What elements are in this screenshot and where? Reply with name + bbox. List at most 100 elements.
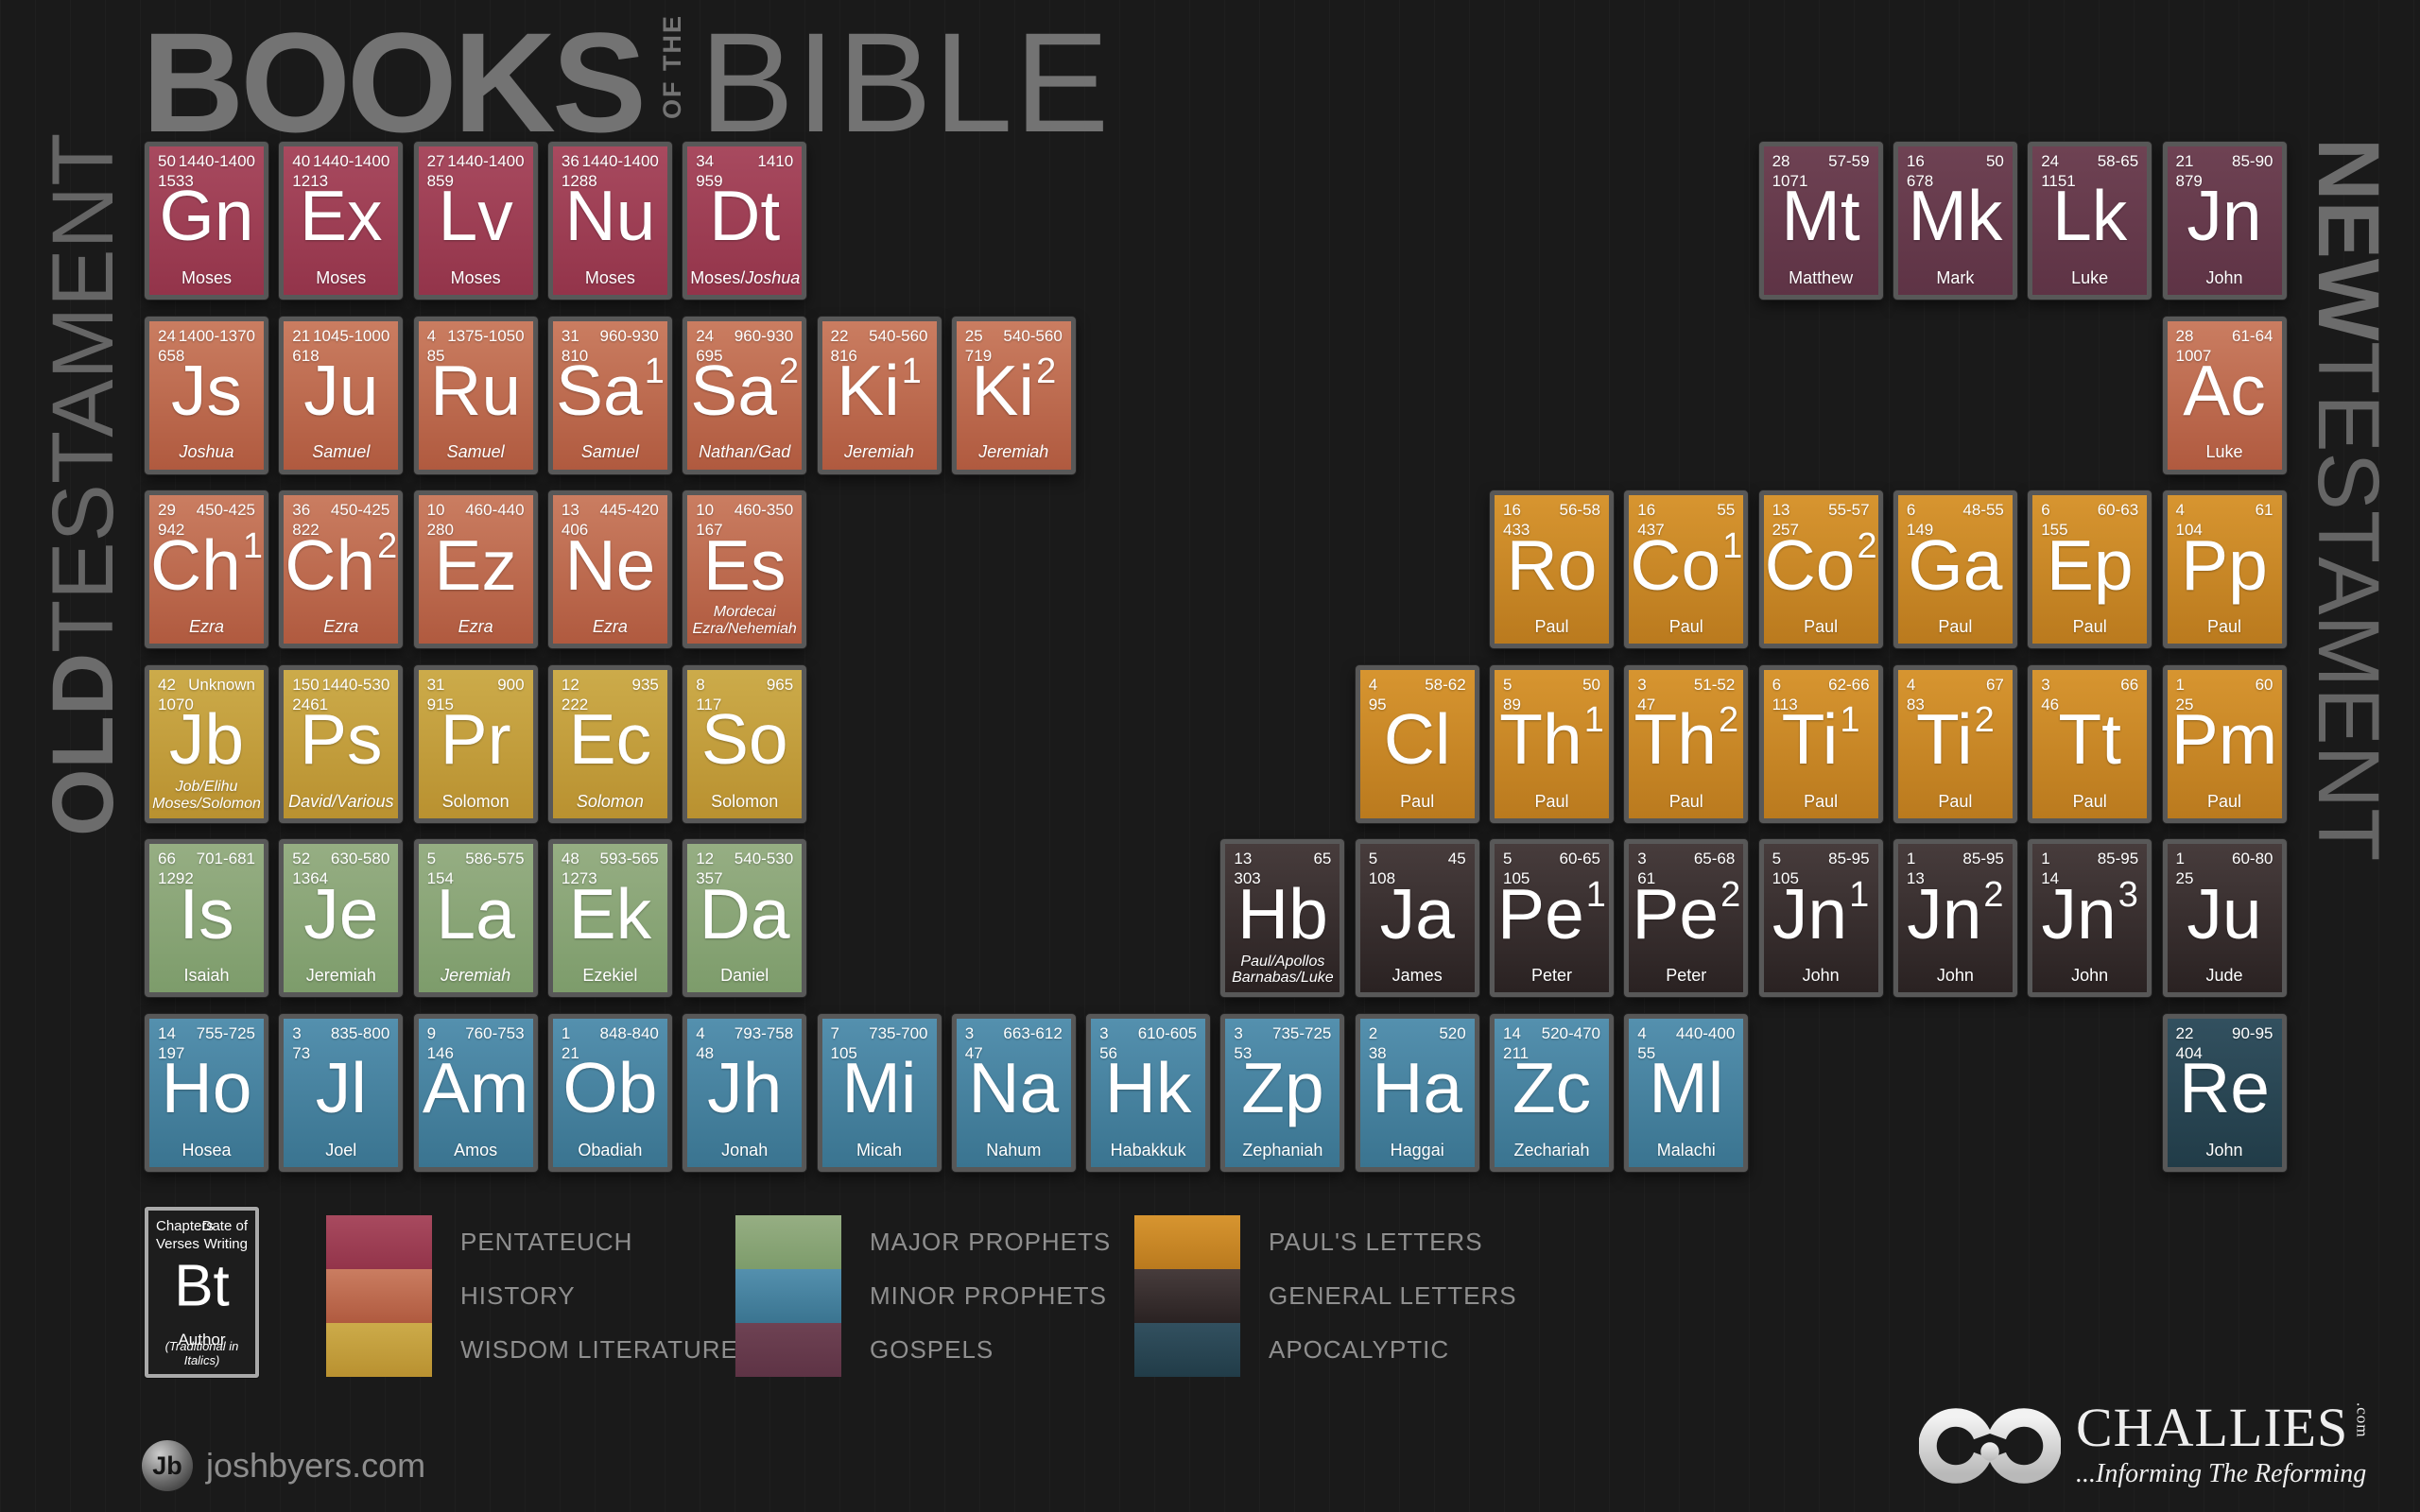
- book-author: Obadiah: [578, 1140, 643, 1160]
- book-author: Paul: [1938, 791, 1973, 811]
- new-testament-bold: NEW: [2300, 138, 2396, 341]
- verses-count: 357: [696, 869, 723, 888]
- chapters-count: 13: [1234, 850, 1253, 868]
- verses-count: 105: [830, 1044, 857, 1062]
- chapters-count: 66: [158, 850, 176, 868]
- book-symbol: Ep: [2046, 524, 2134, 605]
- date-of-writing: 55: [1717, 501, 1736, 520]
- old-testament-bold: OLD: [35, 652, 131, 836]
- verses-count: 1071: [1772, 172, 1808, 190]
- chapters-count: 36: [292, 501, 311, 520]
- book-author: Mordecai Ezra/Nehemiah: [692, 604, 797, 638]
- footer-right: CHALLIES .com ...Informing The Reforming: [1919, 1400, 2389, 1491]
- chapters-count: 9: [426, 1024, 437, 1042]
- book-symbol: Am: [422, 1048, 529, 1128]
- book-symbol: Gn: [159, 176, 254, 256]
- book-tile-ch2: 36 822 450-425 Ch2 Ezra: [279, 490, 404, 649]
- date-of-writing: 58-62: [1425, 675, 1466, 694]
- book-symbol: Ml: [1649, 1048, 1724, 1128]
- book-tile-jn2: 1 13 85-95 Jn2 John: [1893, 839, 2017, 998]
- book-tile-co2: 13 257 55-57 Co2 Paul: [1758, 490, 1883, 649]
- chapters-count: 25: [964, 326, 983, 345]
- book-author: Paul: [2072, 617, 2107, 637]
- chapters-count: 1: [561, 1024, 571, 1042]
- chapters-count: 28: [1772, 152, 1790, 170]
- book-number: 1: [1583, 700, 1604, 741]
- book-author: Paul: [1534, 791, 1569, 811]
- book-author: Samuel: [580, 442, 639, 462]
- book-author: Jeremiah: [843, 442, 915, 462]
- date-of-writing: 593-565: [599, 850, 659, 868]
- date-of-writing: 965: [766, 675, 794, 694]
- book-tile-jn3: 1 14 85-95 Jn3 John: [2028, 839, 2152, 998]
- verses-count: 95: [1368, 695, 1387, 713]
- book-tile-jl: 3 73 835-800 Jl Joel: [279, 1014, 404, 1172]
- date-of-writing: 57-59: [1828, 152, 1870, 170]
- verses-count: 618: [292, 346, 320, 365]
- chapters-count: 4: [1637, 1024, 1647, 1042]
- book-tile-mi: 7 105 735-700 Mi Micah: [817, 1014, 942, 1172]
- book-author: Daniel: [720, 966, 769, 986]
- book-symbol: Hb: [1236, 873, 1328, 954]
- book-author: John: [1802, 966, 1840, 986]
- legend-swatch-major: [735, 1215, 841, 1269]
- book-symbol: Ha: [1372, 1048, 1463, 1128]
- book-author: Nathan/Gad: [699, 442, 791, 462]
- book-author: Ezra: [592, 617, 628, 637]
- book-tile-mt: 28 1071 57-59 Mt Matthew: [1758, 142, 1883, 300]
- chapters-count: 24: [2041, 152, 2060, 170]
- chapters-count: 6: [2041, 501, 2050, 520]
- book-number: 3: [2118, 874, 2138, 915]
- date-of-writing: 90-95: [2232, 1024, 2273, 1042]
- book-number: 1: [1585, 874, 1606, 915]
- book-author: Moses: [316, 267, 367, 287]
- date-of-writing: 445-420: [599, 501, 659, 520]
- book-symbol: Nu: [564, 176, 656, 256]
- book-author: Nahum: [986, 1140, 1042, 1160]
- book-symbol: Is: [179, 873, 234, 954]
- book-tile-je: 52 1364 630-580 Je Jeremiah: [279, 839, 404, 998]
- book-author: John: [2205, 1140, 2243, 1160]
- book-tile-ne: 13 406 445-420 Ne Ezra: [547, 490, 672, 649]
- verses-count: 1007: [2175, 346, 2212, 365]
- chapters-count: 4: [1906, 675, 1916, 694]
- book-author: Paul: [2206, 791, 2242, 811]
- book-tile-mk: 16 678 50 Mk Mark: [1893, 142, 2017, 300]
- book-symbol: Th2: [1634, 699, 1739, 780]
- verses-count: 437: [1637, 521, 1665, 540]
- chapters-count: 2: [1368, 1024, 1378, 1042]
- chapters-count: 6: [1906, 501, 1916, 520]
- chapters-count: 1: [2175, 850, 2185, 868]
- book-tile-ju: 21 618 1045-1000 Ju Samuel: [279, 316, 404, 474]
- book-number: 2: [778, 351, 800, 391]
- chapters-count: 27: [426, 152, 445, 170]
- date-of-writing: 540-560: [869, 326, 928, 345]
- book-tile-la: 5 154 586-575 La Jeremiah: [413, 839, 538, 998]
- date-of-writing: 835-800: [330, 1024, 390, 1042]
- joshbyers-site-link[interactable]: joshbyers.com: [206, 1446, 426, 1485]
- book-symbol: Je: [303, 873, 379, 954]
- legend-traditional-note: (Traditional in Italics): [164, 1339, 239, 1367]
- date-of-writing: 1440-530: [321, 675, 390, 694]
- new-testament-light: TESTAMENT: [2300, 340, 2396, 861]
- book-symbol: Jb: [168, 699, 245, 780]
- book-author: Ezra: [188, 617, 224, 637]
- chapters-count: 4: [2175, 501, 2185, 520]
- book-tile-so: 8 117 965 So Solomon: [683, 664, 807, 823]
- verses-count: 61: [1637, 869, 1656, 888]
- verses-count: 155: [2041, 521, 2068, 540]
- date-of-writing: 65-68: [1693, 850, 1736, 868]
- date-of-writing: 51-52: [1693, 675, 1736, 694]
- date-of-writing: 540-560: [1003, 326, 1063, 345]
- challies-name[interactable]: CHALLIES: [2076, 1397, 2349, 1458]
- verses-count: 404: [2175, 1044, 2203, 1062]
- verses-count: 2461: [292, 695, 329, 713]
- chapters-count: 14: [158, 1024, 176, 1042]
- book-symbol: Ez: [434, 524, 517, 605]
- chapters-count: 21: [2175, 152, 2194, 170]
- book-tile-lv: 27 859 1440-1400 Lv Moses: [413, 142, 538, 300]
- book-symbol: Re: [2179, 1048, 2270, 1128]
- book-tile-gn: 50 1533 1440-1400 Gn Moses: [145, 142, 268, 300]
- book-symbol: Js: [171, 350, 242, 430]
- chapters-count: 31: [426, 675, 445, 694]
